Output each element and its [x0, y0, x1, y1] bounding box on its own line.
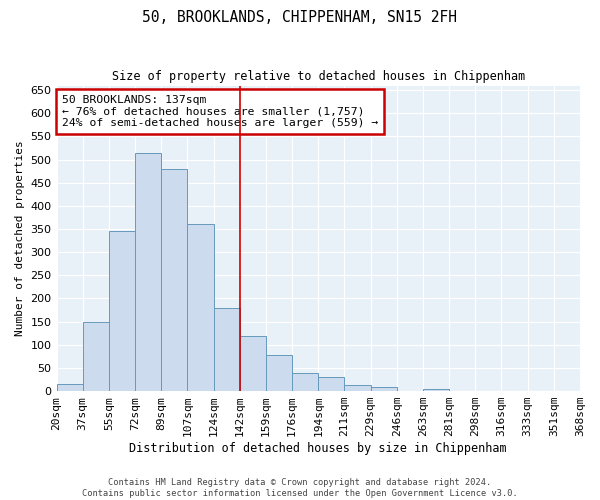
Bar — [56, 384, 83, 391]
Bar — [214, 308, 240, 391]
Bar — [292, 372, 318, 391]
Bar — [135, 152, 161, 391]
Bar — [371, 388, 397, 391]
Bar — [240, 336, 266, 391]
Text: 50 BROOKLANDS: 137sqm
← 76% of detached houses are smaller (1,757)
24% of semi-d: 50 BROOKLANDS: 137sqm ← 76% of detached … — [62, 94, 378, 128]
Bar — [423, 389, 449, 391]
Bar — [109, 232, 135, 391]
Bar — [83, 322, 109, 391]
X-axis label: Distribution of detached houses by size in Chippenham: Distribution of detached houses by size … — [130, 442, 507, 455]
Bar — [161, 169, 187, 391]
Y-axis label: Number of detached properties: Number of detached properties — [15, 140, 25, 336]
Title: Size of property relative to detached houses in Chippenham: Size of property relative to detached ho… — [112, 70, 525, 83]
Text: Contains HM Land Registry data © Crown copyright and database right 2024.
Contai: Contains HM Land Registry data © Crown c… — [82, 478, 518, 498]
Bar — [318, 377, 344, 391]
Bar — [266, 355, 292, 391]
Text: 50, BROOKLANDS, CHIPPENHAM, SN15 2FH: 50, BROOKLANDS, CHIPPENHAM, SN15 2FH — [143, 10, 458, 25]
Bar — [344, 385, 371, 391]
Bar — [187, 224, 214, 391]
